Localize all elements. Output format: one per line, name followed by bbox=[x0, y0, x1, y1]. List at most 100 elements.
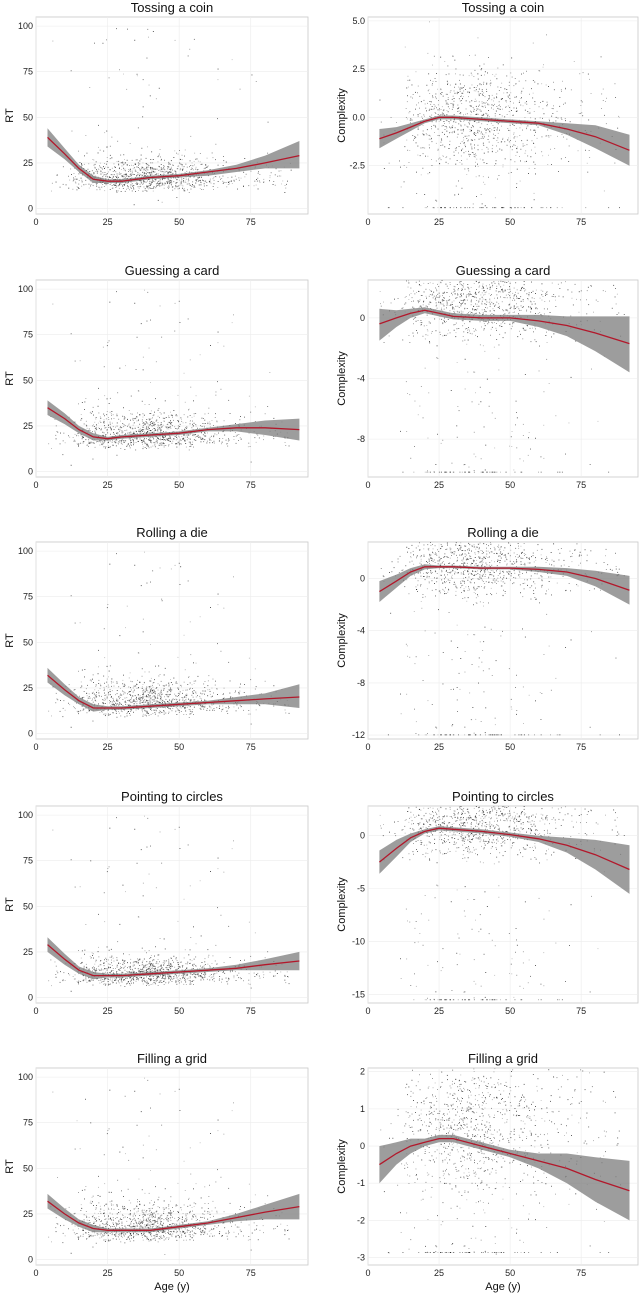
data-point bbox=[121, 183, 123, 185]
data-point bbox=[124, 684, 126, 686]
data-point bbox=[160, 437, 161, 439]
data-point bbox=[219, 440, 220, 442]
data-point bbox=[487, 104, 489, 106]
data-point bbox=[130, 395, 132, 397]
data-point bbox=[468, 328, 470, 330]
data-point bbox=[134, 169, 136, 171]
data-point bbox=[116, 690, 118, 691]
data-point bbox=[582, 72, 584, 74]
data-point bbox=[553, 294, 555, 295]
data-point bbox=[465, 108, 467, 110]
data-point bbox=[117, 433, 119, 435]
data-point bbox=[177, 165, 179, 167]
data-point bbox=[96, 441, 97, 443]
data-point bbox=[118, 696, 120, 698]
data-point bbox=[160, 185, 162, 187]
data-point bbox=[114, 166, 116, 168]
data-point bbox=[215, 413, 216, 415]
data-point bbox=[527, 298, 529, 299]
data-point bbox=[113, 418, 115, 419]
data-point bbox=[83, 423, 85, 425]
data-point bbox=[497, 297, 498, 299]
data-point bbox=[75, 182, 77, 184]
data-point bbox=[87, 168, 89, 170]
data-point bbox=[127, 28, 128, 30]
data-point bbox=[130, 426, 131, 428]
data-point bbox=[493, 133, 494, 135]
data-point bbox=[429, 135, 431, 137]
data-point bbox=[479, 298, 481, 300]
data-point bbox=[105, 182, 107, 184]
data-point bbox=[418, 307, 420, 309]
data-point bbox=[513, 306, 515, 308]
data-point bbox=[99, 444, 101, 446]
data-point bbox=[149, 699, 150, 701]
data-point bbox=[139, 423, 141, 425]
data-point bbox=[473, 152, 474, 154]
data-point bbox=[55, 702, 57, 704]
data-point bbox=[490, 122, 492, 124]
data-point bbox=[166, 438, 168, 440]
data-point bbox=[482, 93, 483, 95]
data-point bbox=[466, 308, 468, 309]
data-point bbox=[480, 133, 482, 135]
data-point bbox=[96, 441, 98, 442]
data-point bbox=[191, 416, 193, 418]
data-point bbox=[485, 285, 487, 287]
data-point bbox=[111, 418, 112, 420]
data-point bbox=[74, 181, 76, 183]
data-point bbox=[487, 115, 488, 117]
data-point bbox=[474, 69, 476, 71]
data-point bbox=[214, 417, 216, 418]
data-point bbox=[560, 158, 562, 160]
data-point bbox=[133, 187, 134, 189]
data-point bbox=[142, 116, 144, 118]
data-point bbox=[119, 429, 121, 431]
data-point bbox=[228, 707, 230, 709]
data-point bbox=[105, 184, 107, 186]
data-point bbox=[146, 710, 148, 712]
data-point bbox=[104, 715, 106, 717]
data-point bbox=[531, 207, 533, 209]
data-point bbox=[445, 93, 447, 95]
data-point bbox=[446, 120, 448, 122]
data-point bbox=[126, 164, 128, 166]
data-point bbox=[81, 179, 83, 181]
data-point bbox=[453, 130, 455, 132]
data-point bbox=[103, 446, 105, 448]
data-point bbox=[464, 307, 466, 309]
data-point bbox=[522, 87, 524, 89]
data-point bbox=[492, 74, 494, 75]
data-point bbox=[163, 165, 164, 167]
data-point bbox=[478, 175, 480, 177]
data-point bbox=[465, 113, 466, 115]
data-point bbox=[447, 97, 449, 99]
data-point bbox=[185, 422, 187, 424]
data-point bbox=[490, 314, 491, 316]
data-point bbox=[493, 207, 495, 209]
data-point bbox=[94, 703, 96, 705]
data-point bbox=[178, 300, 180, 302]
data-point bbox=[411, 84, 413, 86]
data-point bbox=[511, 446, 513, 447]
data-point bbox=[193, 680, 195, 682]
data-point bbox=[263, 181, 265, 183]
data-point bbox=[140, 154, 142, 156]
data-point bbox=[199, 616, 201, 618]
data-point bbox=[177, 153, 179, 155]
data-point bbox=[453, 119, 455, 121]
data-point bbox=[109, 421, 111, 423]
data-point bbox=[457, 294, 459, 296]
data-point bbox=[227, 440, 229, 442]
data-point bbox=[203, 183, 205, 185]
data-point bbox=[237, 188, 238, 190]
data-point bbox=[118, 418, 120, 420]
data-point bbox=[204, 687, 206, 688]
data-point bbox=[153, 172, 155, 173]
data-point bbox=[428, 321, 430, 322]
data-point bbox=[179, 426, 181, 427]
data-point bbox=[481, 101, 483, 103]
data-point bbox=[142, 698, 144, 699]
data-point bbox=[170, 687, 171, 689]
data-point bbox=[142, 429, 144, 431]
